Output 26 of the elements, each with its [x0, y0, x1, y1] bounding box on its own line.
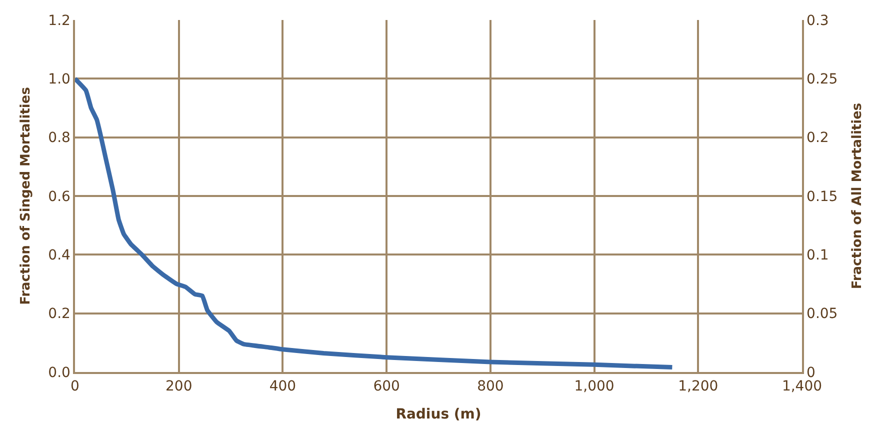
y2-tick-label: 0.2: [806, 130, 829, 146]
y-tick-label: 0.6: [48, 188, 71, 205]
y2-tick-label: 0.3: [806, 12, 829, 29]
y-tick-label: 0.2: [48, 306, 70, 322]
x-tick-label: 0: [70, 378, 80, 395]
y-tick-label: 0.8: [48, 130, 70, 146]
y-tick-label: 0.4: [48, 248, 71, 264]
y2-tick-label: 0.25: [806, 72, 838, 88]
y2-tick-label: 0: [806, 364, 816, 381]
y2-axis-title: Fraction of All Mortalities: [850, 102, 865, 290]
x-tick-label: 200: [165, 378, 192, 395]
x-axis-title: Radius (m): [396, 406, 482, 422]
x-tick-label: 1,200: [678, 378, 718, 395]
y-axis-title: Fraction of Singed Mortalities: [18, 86, 34, 305]
line-series: [75, 76, 674, 370]
x-tick-label: 1,400: [782, 378, 822, 395]
x-tick-label: 600: [373, 378, 400, 395]
y-tick-label: 1.0: [48, 72, 70, 88]
y-tick-label: 1.2: [48, 12, 70, 29]
y2-tick-label: 0.1: [806, 248, 829, 264]
x-tick-label: 800: [477, 378, 504, 395]
y-tick-label: 0.0: [48, 364, 70, 381]
y2-tick-label: 0.05: [806, 306, 838, 322]
y2-tick-label: 0.15: [806, 188, 838, 205]
x-tick-label: 400: [269, 378, 296, 395]
x-tick-label: 1,000: [574, 378, 614, 395]
